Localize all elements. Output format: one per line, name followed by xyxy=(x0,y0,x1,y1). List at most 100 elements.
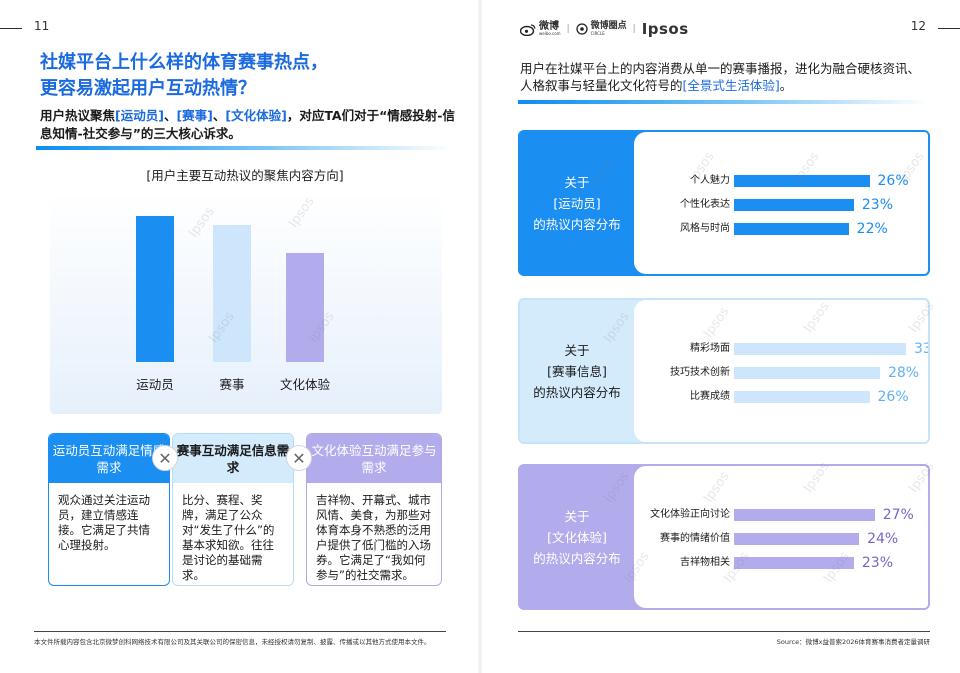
circle-logo-icon xyxy=(575,23,588,35)
card-athlete: 运动员互动满足情感需求 观众通过关注运动员，建立情感连接。它满足了共情心理投射。 xyxy=(48,433,170,586)
panel-label-desc: 的热议内容分布 xyxy=(533,550,621,566)
hbar-row: 文化体验正向讨论 27% xyxy=(634,507,924,523)
subtitle-gradient-rule xyxy=(36,146,452,150)
bar-label-2: 文化体验 xyxy=(279,377,330,392)
subtitle-highlight-culture: [文化体验] xyxy=(225,108,287,123)
hbar xyxy=(734,343,906,355)
footer-rule-right xyxy=(518,631,930,632)
hbar-row: 技巧技术创新 28% xyxy=(634,365,924,381)
bar-label-1: 赛事 xyxy=(219,377,245,392)
hbar-value-label: 23% xyxy=(861,555,893,571)
hbar-row: 吉祥物相关 23% xyxy=(634,555,924,571)
weibo-logo-sub: weibo.com xyxy=(539,31,561,36)
panel-culture-distribution: 关于 [文化体验] 的热议内容分布 文化体验正向讨论 27% 赛事的情绪价值 24% 吉… xyxy=(518,464,930,610)
weibo-logo: 微博 weibo.com xyxy=(520,22,561,36)
panel-athlete-distribution: 关于 [运动员] 的热议内容分布 个人魅力 26% 个性化表达 23% 风格与时尚 22% xyxy=(518,130,930,276)
cross-icon: ✕ xyxy=(286,445,312,471)
brand-logos: 微博 weibo.com | 微博圈点 CIRCLE | Ipsos xyxy=(520,20,689,38)
hbar xyxy=(734,199,854,211)
subtitle-highlight-event: [赛事] xyxy=(176,108,213,123)
hbar-category-label: 吉祥物相关 xyxy=(680,557,730,568)
hbar-category-label: 个人魅力 xyxy=(690,175,730,186)
hbar-value-label: 28% xyxy=(887,365,920,381)
panel-label-desc: 的热议内容分布 xyxy=(533,384,621,400)
ipsos-logo: Ipsos xyxy=(641,20,689,38)
hbar-value-label: 27% xyxy=(882,507,914,523)
panel-athlete-label: 关于 [运动员] 的热议内容分布 xyxy=(520,132,634,274)
card-event-head: 赛事互动满足信息需求 xyxy=(173,434,293,483)
intro-post: 。 xyxy=(779,78,793,93)
title-line-2: 更容易激起用户互动热情？ xyxy=(40,78,256,99)
hbar-row: 个性化表达 23% xyxy=(634,197,924,213)
panel-label-desc: 的热议内容分布 xyxy=(533,216,621,232)
weibo-eye-icon xyxy=(520,23,536,36)
hbar-value-label: 26% xyxy=(877,173,909,189)
intro-gradient-rule xyxy=(518,100,930,104)
hbar-category-label: 赛事的情绪价值 xyxy=(660,533,730,544)
title-line-1: 社媒平台上什么样的体育赛事热点， xyxy=(40,52,328,73)
panel-label-about: 关于 xyxy=(564,508,590,524)
panel-event-distribution: 关于 [赛事信息] 的热议内容分布 精彩场面 33% 技巧技术创新 28% 比赛成绩 26… xyxy=(518,298,930,444)
header-rule-right xyxy=(938,28,960,29)
hbar-value-label: 22% xyxy=(856,221,888,237)
intro-highlight: [全景式生活体验] xyxy=(682,78,780,93)
hbar xyxy=(734,557,854,569)
card-culture-body: 吉祥物、开幕式、城市风情、美食，为那些对体育本身不熟悉的泛用户提供了低门槛的入场… xyxy=(316,493,431,582)
hbar-category-label: 个性化表达 xyxy=(680,199,730,210)
circle-logo-text: 微博圈点 xyxy=(590,21,627,31)
hbar-value-label: 33% xyxy=(914,341,928,357)
bar-1 xyxy=(213,224,251,362)
hbar-category-label: 风格与时尚 xyxy=(680,223,730,234)
card-event-body: 比分、赛程、奖牌，满足了公众对“发生了什么”的基本求知欲。往往是讨论的基础需求。 xyxy=(182,493,275,582)
bar-2 xyxy=(286,252,324,362)
panel-label-about: 关于 xyxy=(564,342,590,358)
hbar xyxy=(734,509,875,521)
hbar-category-label: 比赛成绩 xyxy=(690,391,730,402)
hbar xyxy=(734,175,870,187)
hbar-row: 比赛成绩 26% xyxy=(634,389,924,405)
bar-label-0: 运动员 xyxy=(136,377,174,392)
hbar-row: 个人魅力 26% xyxy=(634,173,924,189)
hbar-row: 精彩场面 33% xyxy=(634,341,928,357)
weibo-logo-text: 微博 xyxy=(539,21,559,32)
card-athlete-body: 观众通过关注运动员，建立情感连接。它满足了共情心理投射。 xyxy=(58,493,150,552)
hbar xyxy=(734,391,870,403)
panel-culture-chart: 文化体验正向讨论 27% 赛事的情绪价值 24% 吉祥物相关 23% xyxy=(634,466,928,608)
circle-logo: 微博圈点 CIRCLE xyxy=(575,21,627,36)
header-rule-left xyxy=(0,28,22,29)
hbar-value-label: 24% xyxy=(867,531,899,547)
hbar-category-label: 精彩场面 xyxy=(690,343,730,354)
subtitle-sep-2: 、 xyxy=(212,108,226,123)
hbar-value-label: 26% xyxy=(877,389,909,405)
subtitle-pre: 用户热议聚焦 xyxy=(40,108,116,123)
page-title: 社媒平台上什么样的体育赛事热点， 更容易激起用户互动热情？ xyxy=(40,50,328,102)
logo-divider: | xyxy=(632,24,636,34)
panel-culture-label: 关于 [文化体验] 的热议内容分布 xyxy=(520,466,634,608)
subtitle-highlight-athlete: [运动员] xyxy=(115,108,164,123)
card-culture-head: 文化体验互动满足参与需求 xyxy=(307,434,441,483)
panel-label-topic: [运动员] xyxy=(553,195,601,211)
page-number-right: 12 xyxy=(910,19,926,33)
card-culture: 文化体验互动满足参与需求 吉祥物、开幕式、城市风情、美食，为那些对体育本身不熟悉… xyxy=(306,433,442,586)
card-athlete-head: 运动员互动满足情感需求 xyxy=(49,434,169,483)
hbar-category-label: 技巧技术创新 xyxy=(670,367,730,378)
right-intro-text: 用户在社媒平台上的内容消费从单一的赛事播报，进化为融合硬核资讯、人格叙事与轻量化… xyxy=(520,60,930,94)
page-number-left: 11 xyxy=(34,19,50,33)
page-subtitle: 用户热议聚焦[运动员]、[赛事]、[文化体验]，对应TA们对于“情感投射-信息知… xyxy=(40,107,460,143)
hbar-category-label: 文化体验正向讨论 xyxy=(650,509,730,520)
intro-pre: 用户在社媒平台上的内容消费从单一的赛事播报，进化为融合硬核资讯、人格叙事与轻量化… xyxy=(520,61,921,93)
subtitle-sep-1: 、 xyxy=(163,108,177,123)
panel-label-about: 关于 xyxy=(564,174,590,190)
chart-title: [用户主要互动热议的聚焦内容方向] xyxy=(146,168,344,183)
panel-athlete-chart: 个人魅力 26% 个性化表达 23% 风格与时尚 22% xyxy=(634,132,928,274)
logo-divider: | xyxy=(566,24,570,34)
panel-event-chart: 精彩场面 33% 技巧技术创新 28% 比赛成绩 26% xyxy=(634,300,928,442)
hbar xyxy=(734,223,849,235)
cross-icon: ✕ xyxy=(152,445,178,471)
panel-label-topic: [文化体验] xyxy=(547,529,607,545)
source-note: Source：微博x益普索2026体育赛事消费者定量调研 xyxy=(776,638,930,646)
panel-event-label: 关于 [赛事信息] 的热议内容分布 xyxy=(520,300,634,442)
hbar-value-label: 23% xyxy=(861,197,893,213)
focus-bar-chart: 运动员 赛事 文化体验 xyxy=(50,192,442,414)
hbar xyxy=(734,533,860,545)
